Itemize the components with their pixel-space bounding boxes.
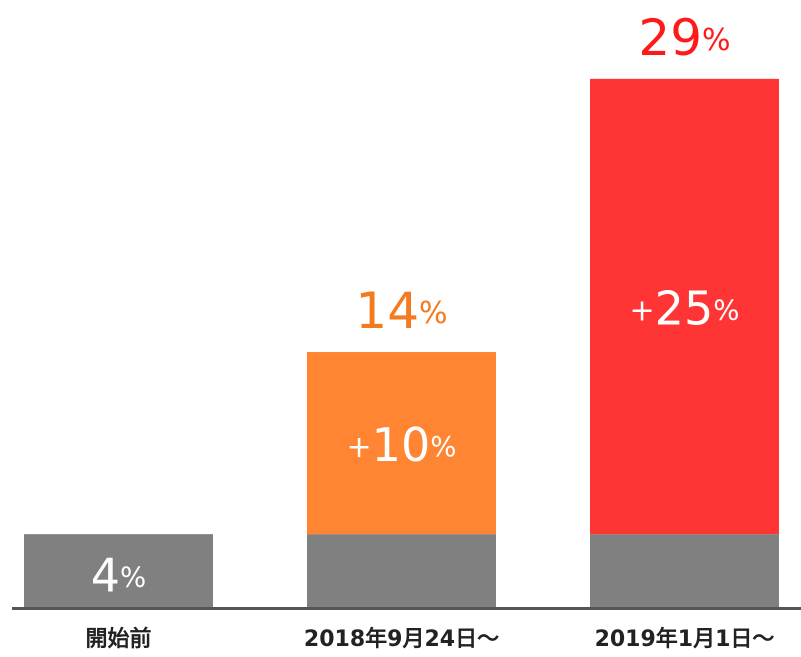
value-label-sign: + [347, 430, 372, 465]
value-label-number: 25 [655, 281, 714, 335]
bar-segment [307, 534, 496, 607]
bar-segment [24, 534, 213, 607]
total-label: 29% [638, 8, 730, 66]
bar-segment [307, 352, 496, 535]
total-label-unit: % [702, 22, 731, 57]
x-tick-label: 開始前 [85, 626, 151, 652]
total-label-number: 14 [355, 282, 419, 340]
value-label: 4% [91, 548, 147, 602]
total-label: 14% [355, 282, 447, 340]
value-label-number: 4 [91, 548, 120, 602]
total-label-unit: % [419, 296, 448, 331]
total-label-number: 29 [638, 8, 702, 66]
x-tick-label: 2018年9月24日～ [304, 626, 499, 652]
value-label-unit: % [713, 294, 739, 327]
bar-segment [590, 78, 779, 535]
value-label: +25% [630, 281, 740, 335]
value-label-number: 10 [372, 418, 431, 472]
value-label-sign: + [630, 293, 655, 328]
value-label: +10% [347, 418, 457, 472]
value-label-unit: % [120, 561, 146, 594]
x-tick-label: 2019年1月1日～ [595, 626, 775, 652]
bar-segment [590, 534, 779, 607]
value-label-unit: % [430, 430, 456, 463]
